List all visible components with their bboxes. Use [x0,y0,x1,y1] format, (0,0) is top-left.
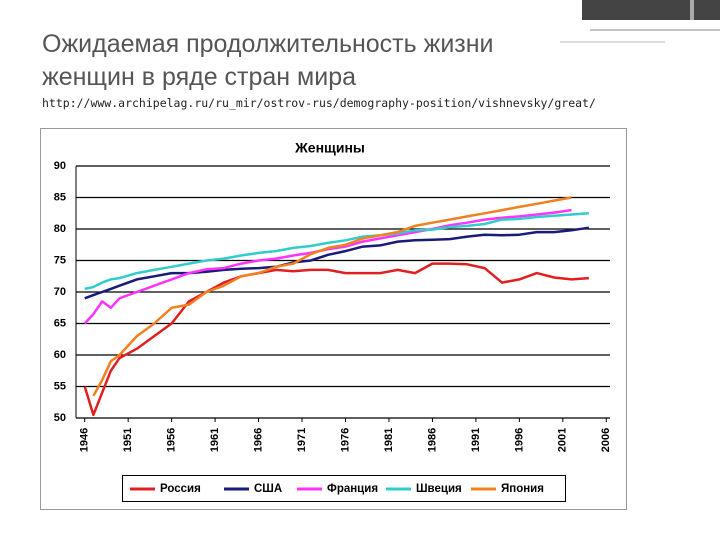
legend-label: Франция [327,483,378,495]
x-tick-label: 1976 [339,428,351,452]
x-tick-label: 1981 [383,428,395,452]
legend-label: Швеция [416,483,462,495]
legend-label: США [254,483,282,495]
series-line [84,226,590,300]
decor-bar [690,0,694,20]
legend-label: Япония [501,483,544,495]
legend-label: Россия [160,483,201,495]
x-tick-label: 1986 [426,428,438,452]
chart-frame [40,128,627,510]
y-tick-label: 75 [54,254,66,266]
y-tick-label: 50 [54,412,66,424]
y-tick-label: 65 [54,317,66,329]
source-url: http://www.archipelag.ru/ru_mir/ostrov-r… [42,96,596,110]
x-tick-label: 1946 [79,428,91,452]
x-tick-label: 2006 [600,428,612,452]
series-line [83,262,589,417]
x-tick-label: 2001 [557,428,569,452]
chart-title: Женщины [294,140,365,156]
series-line [84,212,589,291]
y-tick-label: 70 [54,286,66,298]
x-tick-label: 1966 [252,428,264,452]
series-line [92,196,572,397]
x-tick-label: 1951 [122,428,134,452]
y-tick-label: 55 [54,380,66,392]
decor-bar [582,0,720,20]
x-tick-label: 1991 [470,428,482,452]
slide-title: женщин в ряде стран мира [42,63,357,91]
x-tick-label: 1956 [166,428,178,452]
y-tick-label: 80 [54,223,66,235]
y-tick-label: 60 [54,349,66,361]
y-tick-label: 85 [54,191,66,203]
x-tick-label: 1996 [513,428,525,452]
y-tick-label: 90 [54,160,66,172]
slide-title: Ожидаемая продолжительность жизни [42,30,494,58]
x-tick-label: 1961 [209,428,221,452]
x-tick-label: 1971 [296,428,308,452]
